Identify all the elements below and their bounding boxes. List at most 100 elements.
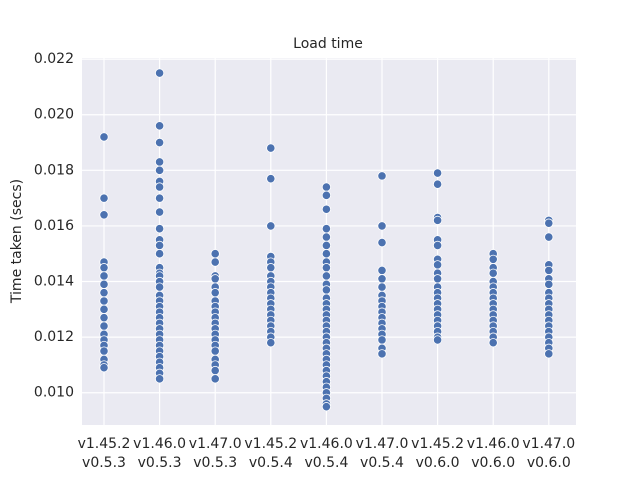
- point: [321, 182, 331, 192]
- point: [210, 249, 220, 259]
- point: [155, 374, 165, 384]
- y-tick-label: 0.014: [34, 274, 74, 290]
- point: [266, 263, 276, 273]
- x-tick-label: v1.45.2: [244, 436, 297, 452]
- x-tick-label: v0.5.4: [304, 455, 348, 471]
- point: [210, 274, 220, 284]
- point: [321, 224, 331, 234]
- point: [544, 232, 554, 242]
- point: [321, 204, 331, 214]
- point: [99, 193, 109, 203]
- point: [99, 132, 109, 142]
- point: [377, 171, 387, 181]
- point: [99, 210, 109, 220]
- point: [99, 346, 109, 356]
- point: [432, 215, 443, 225]
- y-tick-label: 0.012: [34, 329, 74, 345]
- point: [432, 240, 443, 250]
- x-tick-label: v0.5.3: [82, 455, 126, 471]
- point: [377, 274, 387, 284]
- point: [377, 238, 387, 248]
- point: [377, 282, 387, 292]
- x-tick-label: v0.5.4: [249, 455, 293, 471]
- y-tick-label: 0.016: [34, 218, 74, 234]
- point: [99, 279, 109, 289]
- point: [210, 365, 220, 376]
- point: [210, 374, 220, 384]
- x-tick-label: v1.45.2: [411, 436, 464, 452]
- point: [155, 68, 165, 78]
- point: [321, 263, 331, 273]
- point: [210, 257, 220, 267]
- y-axis-label: Time taken (secs): [9, 179, 25, 304]
- point: [321, 232, 331, 242]
- x-tick-label: v1.47.0: [522, 436, 575, 452]
- point: [155, 193, 165, 203]
- x-tick-label: v0.5.3: [193, 455, 237, 471]
- point: [266, 143, 276, 153]
- point: [321, 190, 331, 200]
- x-tick-label: v1.46.0: [300, 436, 353, 452]
- y-tick-label: 0.018: [34, 162, 74, 178]
- point: [377, 221, 387, 231]
- point: [155, 182, 165, 192]
- point: [99, 321, 109, 331]
- point: [99, 304, 109, 314]
- point: [488, 268, 498, 278]
- x-tick-label: v0.6.0: [416, 455, 460, 471]
- point: [99, 271, 109, 281]
- point: [432, 260, 443, 270]
- point: [544, 265, 554, 276]
- point: [432, 179, 443, 189]
- point: [544, 279, 554, 289]
- x-tick-label: v0.5.4: [360, 455, 404, 471]
- y-tick-label: 0.010: [34, 385, 74, 401]
- point: [155, 121, 165, 131]
- point: [99, 296, 109, 306]
- point: [155, 282, 165, 292]
- point: [155, 240, 165, 250]
- point: [266, 338, 276, 348]
- point: [488, 254, 498, 264]
- point: [377, 265, 387, 276]
- point: [155, 249, 165, 259]
- point: [544, 349, 554, 359]
- point: [321, 240, 331, 250]
- x-tick-label: v1.46.0: [467, 436, 520, 452]
- x-tick-label: v0.5.3: [138, 455, 182, 471]
- point: [99, 363, 109, 373]
- chart-title: Load time: [293, 36, 363, 52]
- point: [321, 285, 331, 295]
- point: [155, 224, 165, 234]
- point: [377, 349, 387, 359]
- point: [99, 313, 109, 323]
- point: [488, 338, 498, 348]
- point: [155, 137, 165, 148]
- point: [266, 221, 276, 231]
- x-tick-label: v0.6.0: [471, 455, 515, 471]
- x-tick-label: v0.6.0: [527, 455, 571, 471]
- point: [210, 346, 220, 356]
- point: [99, 288, 109, 298]
- point: [155, 165, 165, 175]
- point: [544, 218, 554, 228]
- point: [266, 174, 276, 184]
- point: [432, 168, 443, 178]
- point: [432, 274, 443, 284]
- point: [99, 263, 109, 273]
- x-tick-label: v1.47.0: [356, 436, 409, 452]
- point: [377, 335, 387, 345]
- point: [210, 288, 220, 298]
- point: [155, 157, 165, 167]
- x-tick-label: v1.45.2: [78, 436, 131, 452]
- x-tick-label: v1.46.0: [133, 436, 186, 452]
- y-tick-label: 0.022: [34, 51, 74, 67]
- point: [432, 335, 443, 345]
- point: [321, 271, 331, 281]
- y-tick-label: 0.020: [34, 107, 74, 123]
- x-tick-label: v1.47.0: [189, 436, 242, 452]
- point: [321, 249, 331, 259]
- point: [321, 402, 331, 412]
- point: [155, 207, 165, 217]
